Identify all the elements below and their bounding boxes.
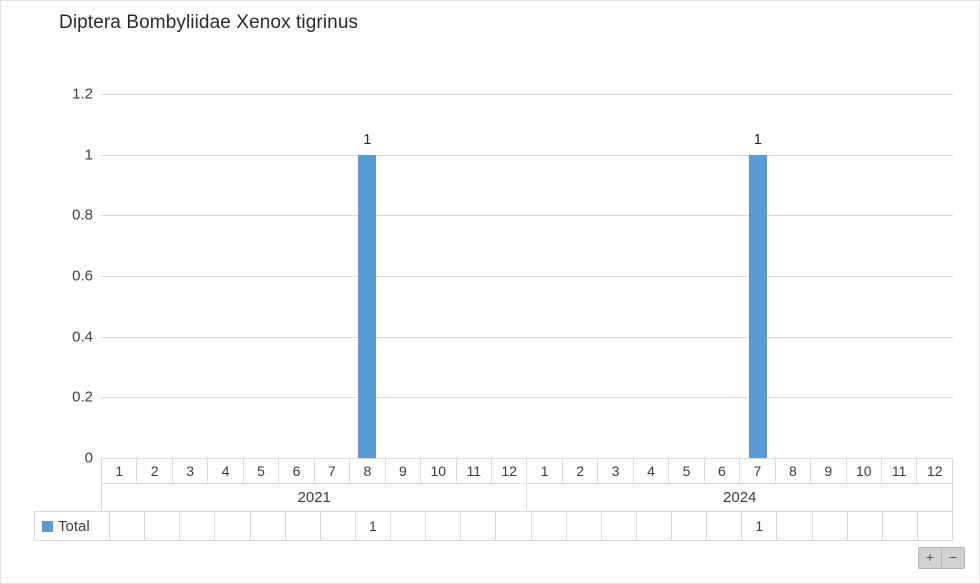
month-label-cell: 1 (100, 458, 138, 484)
data-cell (425, 511, 462, 541)
y-axis-tick-label: 0 (84, 449, 93, 467)
month-label-cell: 7 (313, 458, 351, 484)
month-label-cell: 9 (810, 458, 847, 484)
month-label-cell: 2 (561, 458, 599, 484)
month-label-cell: 4 (207, 458, 244, 484)
y-axis-tick-label: 1.2 (72, 85, 93, 103)
year-label-cell: 2024 (526, 483, 953, 512)
data-cell (284, 511, 321, 541)
data-cell (319, 511, 356, 541)
data-cell (495, 511, 532, 541)
gridline (101, 336, 953, 338)
y-axis-tick-label: 0.8 (72, 206, 93, 224)
data-cell (881, 511, 918, 541)
month-label-cell: 3 (171, 458, 209, 484)
month-label-cell: 6 (278, 458, 315, 484)
month-label-cell: 10 (845, 458, 882, 484)
legend-label: Total (58, 517, 90, 535)
month-label-cell: 5 (668, 458, 705, 484)
zoom-controls[interactable]: + − (918, 547, 965, 569)
month-label-cell: 8 (774, 458, 812, 484)
data-cell (214, 511, 251, 541)
data-cell (389, 511, 427, 541)
data-cell: 1 (354, 511, 392, 541)
month-label-cell: 10 (420, 458, 457, 484)
month-label-cell: 12 (916, 458, 953, 484)
y-axis: 0 0.2 0.4 0.6 0.8 1 1.2 (31, 86, 93, 467)
y-axis-tick-label: 0.6 (72, 267, 93, 285)
data-cell (530, 511, 567, 541)
gridline (101, 397, 953, 399)
y-axis-tick-label: 1 (84, 146, 93, 164)
month-label-cell: 2 (136, 458, 173, 484)
year-labels-row: 2021 2024 (100, 483, 953, 512)
data-cell (811, 511, 848, 541)
gridline (101, 94, 953, 95)
month-label-cell: 11 (455, 458, 492, 484)
data-table-wrapper: Total 1 1 (34, 511, 954, 541)
year-label-cell: 2021 (100, 483, 528, 512)
month-label-cell: 7 (739, 458, 776, 484)
data-table: Total 1 1 (34, 511, 954, 541)
bar-value-label: 1 (363, 130, 372, 148)
bar[interactable] (358, 154, 377, 458)
month-label-cell: 11 (880, 458, 918, 484)
legend-swatch-icon (42, 520, 53, 532)
data-cell (249, 511, 286, 541)
gridline (101, 154, 953, 156)
data-cell (108, 511, 146, 541)
data-cell: 1 (741, 511, 778, 541)
gridline (101, 276, 953, 277)
data-cell (670, 511, 708, 541)
month-labels-row: 1 2 3 4 5 6 7 8 9 10 11 12 1 2 3 4 5 6 7 8 9 10 11 12 (100, 458, 953, 484)
data-cell (635, 511, 673, 541)
data-cell (776, 511, 813, 541)
month-label-cell: 3 (597, 458, 634, 484)
legend-entry-total: Total (34, 511, 110, 541)
data-cell (600, 511, 637, 541)
data-cell (460, 511, 497, 541)
category-axis-table: 1 2 3 4 5 6 7 8 9 10 11 12 1 2 3 4 5 6 7 8 9 10 11 12 2021 2024 (100, 458, 953, 512)
month-label-cell: 9 (384, 458, 422, 484)
data-cell (179, 511, 216, 541)
data-cell (846, 511, 883, 541)
data-cell (144, 511, 181, 541)
zoom-in-button[interactable]: + (919, 548, 941, 568)
month-label-cell: 6 (703, 458, 741, 484)
bar[interactable] (748, 154, 767, 458)
month-label-cell: 12 (490, 458, 528, 484)
y-axis-tick-label: 0.2 (72, 388, 93, 406)
month-label-cell: 8 (349, 458, 386, 484)
chart-title: Diptera Bombyliidae Xenox tigrinus (59, 12, 359, 33)
table-row: Total 1 1 (34, 511, 954, 541)
zoom-out-button[interactable]: − (941, 548, 964, 568)
month-label-cell: 5 (242, 458, 280, 484)
data-cell (565, 511, 602, 541)
data-cell (916, 511, 954, 541)
bar-value-label: 1 (753, 130, 762, 148)
month-label-cell: 1 (526, 458, 563, 484)
y-axis-tick-label: 0.4 (72, 328, 93, 346)
month-label-cell: 4 (632, 458, 670, 484)
data-cell (706, 511, 743, 541)
gridline (101, 215, 953, 217)
